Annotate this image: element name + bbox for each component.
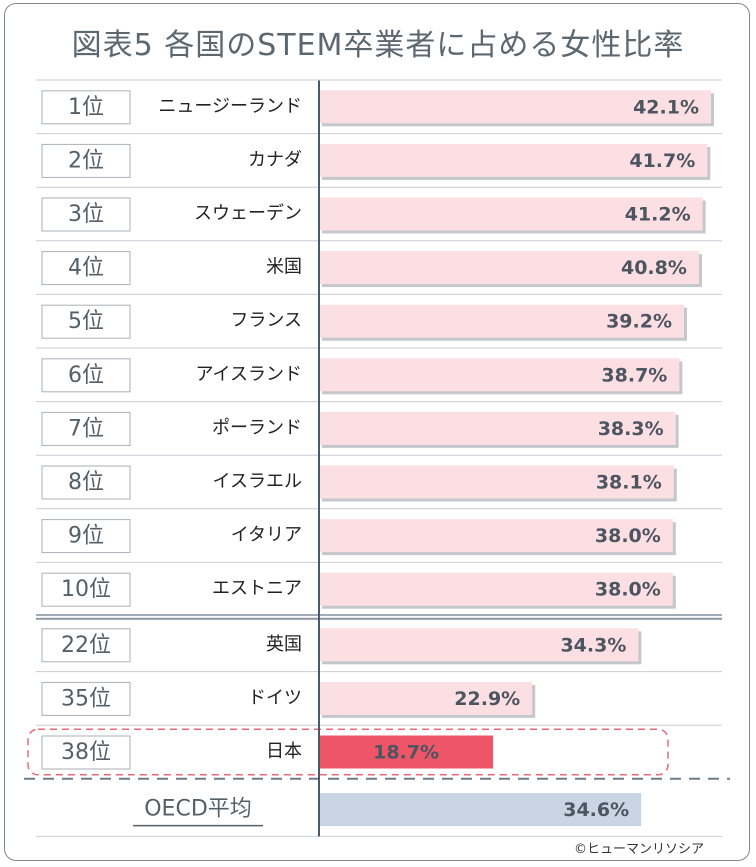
rank-label: 8位: [68, 470, 104, 495]
country-label: イタリア: [231, 525, 302, 546]
value-label: 41.2%: [625, 204, 691, 226]
highlight-bar: [319, 735, 494, 769]
rank-box: [41, 251, 131, 286]
rank-label: 2位: [68, 148, 104, 173]
rank-label: 10位: [61, 577, 111, 602]
rank-box: [41, 572, 131, 607]
rank-label: 7位: [68, 416, 104, 441]
value-label: 38.0%: [595, 579, 661, 601]
country-label: 英国: [266, 634, 302, 655]
average-value-label: 34.6%: [563, 799, 629, 821]
rank-box: [41, 304, 131, 339]
value-label: 39.2%: [606, 311, 672, 333]
rank-box: [41, 197, 131, 232]
country-label: 米国: [266, 257, 302, 278]
bar: [319, 251, 699, 285]
rank-label: 6位: [68, 363, 104, 388]
bar: [319, 304, 684, 338]
rank-box: [41, 628, 131, 663]
rank-box: [41, 681, 131, 716]
country-label: フランス: [230, 310, 302, 331]
bar: [319, 572, 673, 606]
country-label: ニュージーランド: [158, 96, 302, 117]
bar: [319, 197, 703, 231]
bar: [319, 681, 533, 715]
rank-box: [41, 143, 131, 178]
rank-box: [41, 411, 131, 446]
rank-label: 3位: [68, 202, 104, 227]
rank-box: [41, 358, 131, 393]
rank-label: 35位: [61, 686, 111, 711]
value-label: 22.9%: [454, 688, 520, 710]
rank-label: 4位: [68, 256, 104, 281]
country-label: エストニア: [212, 578, 302, 599]
country-label: 日本: [266, 741, 302, 762]
country-label: ポーランド: [212, 417, 302, 438]
rank-box: [41, 735, 131, 770]
value-label: 40.8%: [621, 257, 687, 279]
rank-box: [41, 519, 131, 554]
value-label: 38.7%: [601, 364, 667, 386]
value-label: 38.0%: [595, 525, 661, 547]
rank-box: [41, 465, 131, 500]
bar: [319, 628, 639, 662]
country-label: スウェーデン: [194, 203, 302, 224]
chart-title: 図表5 各国のSTEM卒業者に占める女性比率: [71, 28, 685, 63]
bar: [319, 465, 674, 499]
value-label: 42.1%: [633, 96, 699, 118]
country-label: イスラエル: [213, 471, 302, 492]
value-label: 41.7%: [629, 150, 695, 172]
country-label: カナダ: [248, 149, 302, 170]
value-label: 18.7%: [373, 742, 439, 764]
rank-label: 1位: [68, 95, 104, 120]
bar: [319, 519, 673, 553]
rank-label: 38位: [61, 740, 111, 765]
bar: [319, 358, 680, 392]
rank-box: [41, 90, 131, 125]
bar: [319, 411, 676, 445]
value-label: 38.3%: [598, 418, 664, 440]
rank-label: 22位: [61, 633, 111, 658]
average-bar: [319, 793, 642, 827]
rank-label: 5位: [68, 309, 104, 334]
highlight-outline: [27, 728, 669, 776]
average-label: OECD平均: [144, 797, 252, 822]
bar: [319, 90, 711, 124]
value-label: 38.1%: [596, 472, 662, 494]
rank-label: 9位: [68, 524, 104, 549]
country-label: ドイツ: [248, 687, 302, 708]
copyright-text: ©ヒューマンリソシア: [573, 842, 704, 857]
bar: [319, 143, 708, 177]
value-label: 34.3%: [560, 634, 626, 656]
country-label: アイスランド: [195, 364, 302, 385]
